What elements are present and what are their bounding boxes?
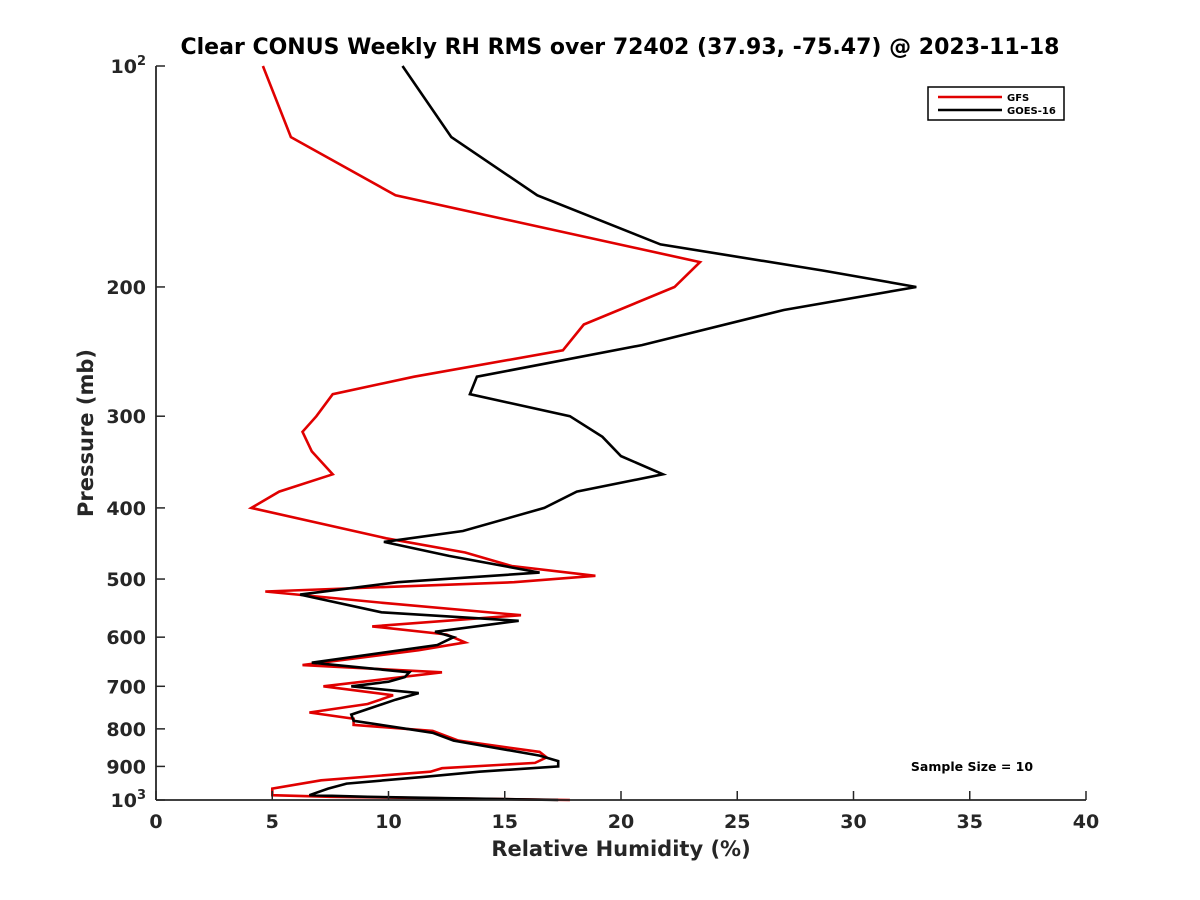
y-tick-label: 700 xyxy=(106,676,146,698)
y-tick-label: 102 xyxy=(111,54,147,78)
x-axis-ticks: 0 5 10 15 20 25 30 35 40 xyxy=(149,791,1099,833)
chart-title: Clear CONUS Weekly RH RMS over 72402 (37… xyxy=(181,35,1060,60)
x-tick-label: 25 xyxy=(724,811,750,833)
x-tick-label: 5 xyxy=(266,811,279,833)
x-tick-label: 10 xyxy=(375,811,401,833)
y-tick-label: 900 xyxy=(106,756,146,778)
y-tick-label: 300 xyxy=(106,406,146,428)
legend-label-goes16: GOES-16 xyxy=(1007,106,1056,117)
y-tick-label: 800 xyxy=(106,719,146,741)
series-layer xyxy=(247,65,917,802)
y-tick-label: 400 xyxy=(106,498,146,520)
x-tick-label: 35 xyxy=(957,811,983,833)
y-tick-label: 500 xyxy=(106,569,146,591)
sample-size-annotation: Sample Size = 10 xyxy=(911,759,1033,774)
x-axis-label: Relative Humidity (%) xyxy=(491,837,750,861)
y-axis-label: Pressure (mb) xyxy=(74,349,98,517)
x-tick-label: 15 xyxy=(492,811,518,833)
y-tick-label: 200 xyxy=(106,277,146,299)
legend-label-gfs: GFS xyxy=(1007,93,1029,104)
x-tick-label: 40 xyxy=(1073,811,1099,833)
series-line-gfs xyxy=(247,65,703,802)
y-axis-ticks: 102 200 300 400 500 600 700 800 900 103 xyxy=(106,54,165,812)
series-line-goes16 xyxy=(299,65,917,802)
legend: GFS GOES-16 xyxy=(927,86,1065,121)
x-tick-label: 20 xyxy=(608,811,634,833)
y-tick-label: 103 xyxy=(111,788,147,812)
y-tick-label: 600 xyxy=(106,627,146,649)
x-tick-label: 0 xyxy=(149,811,162,833)
legend-box xyxy=(927,86,1065,121)
x-tick-label: 30 xyxy=(840,811,866,833)
